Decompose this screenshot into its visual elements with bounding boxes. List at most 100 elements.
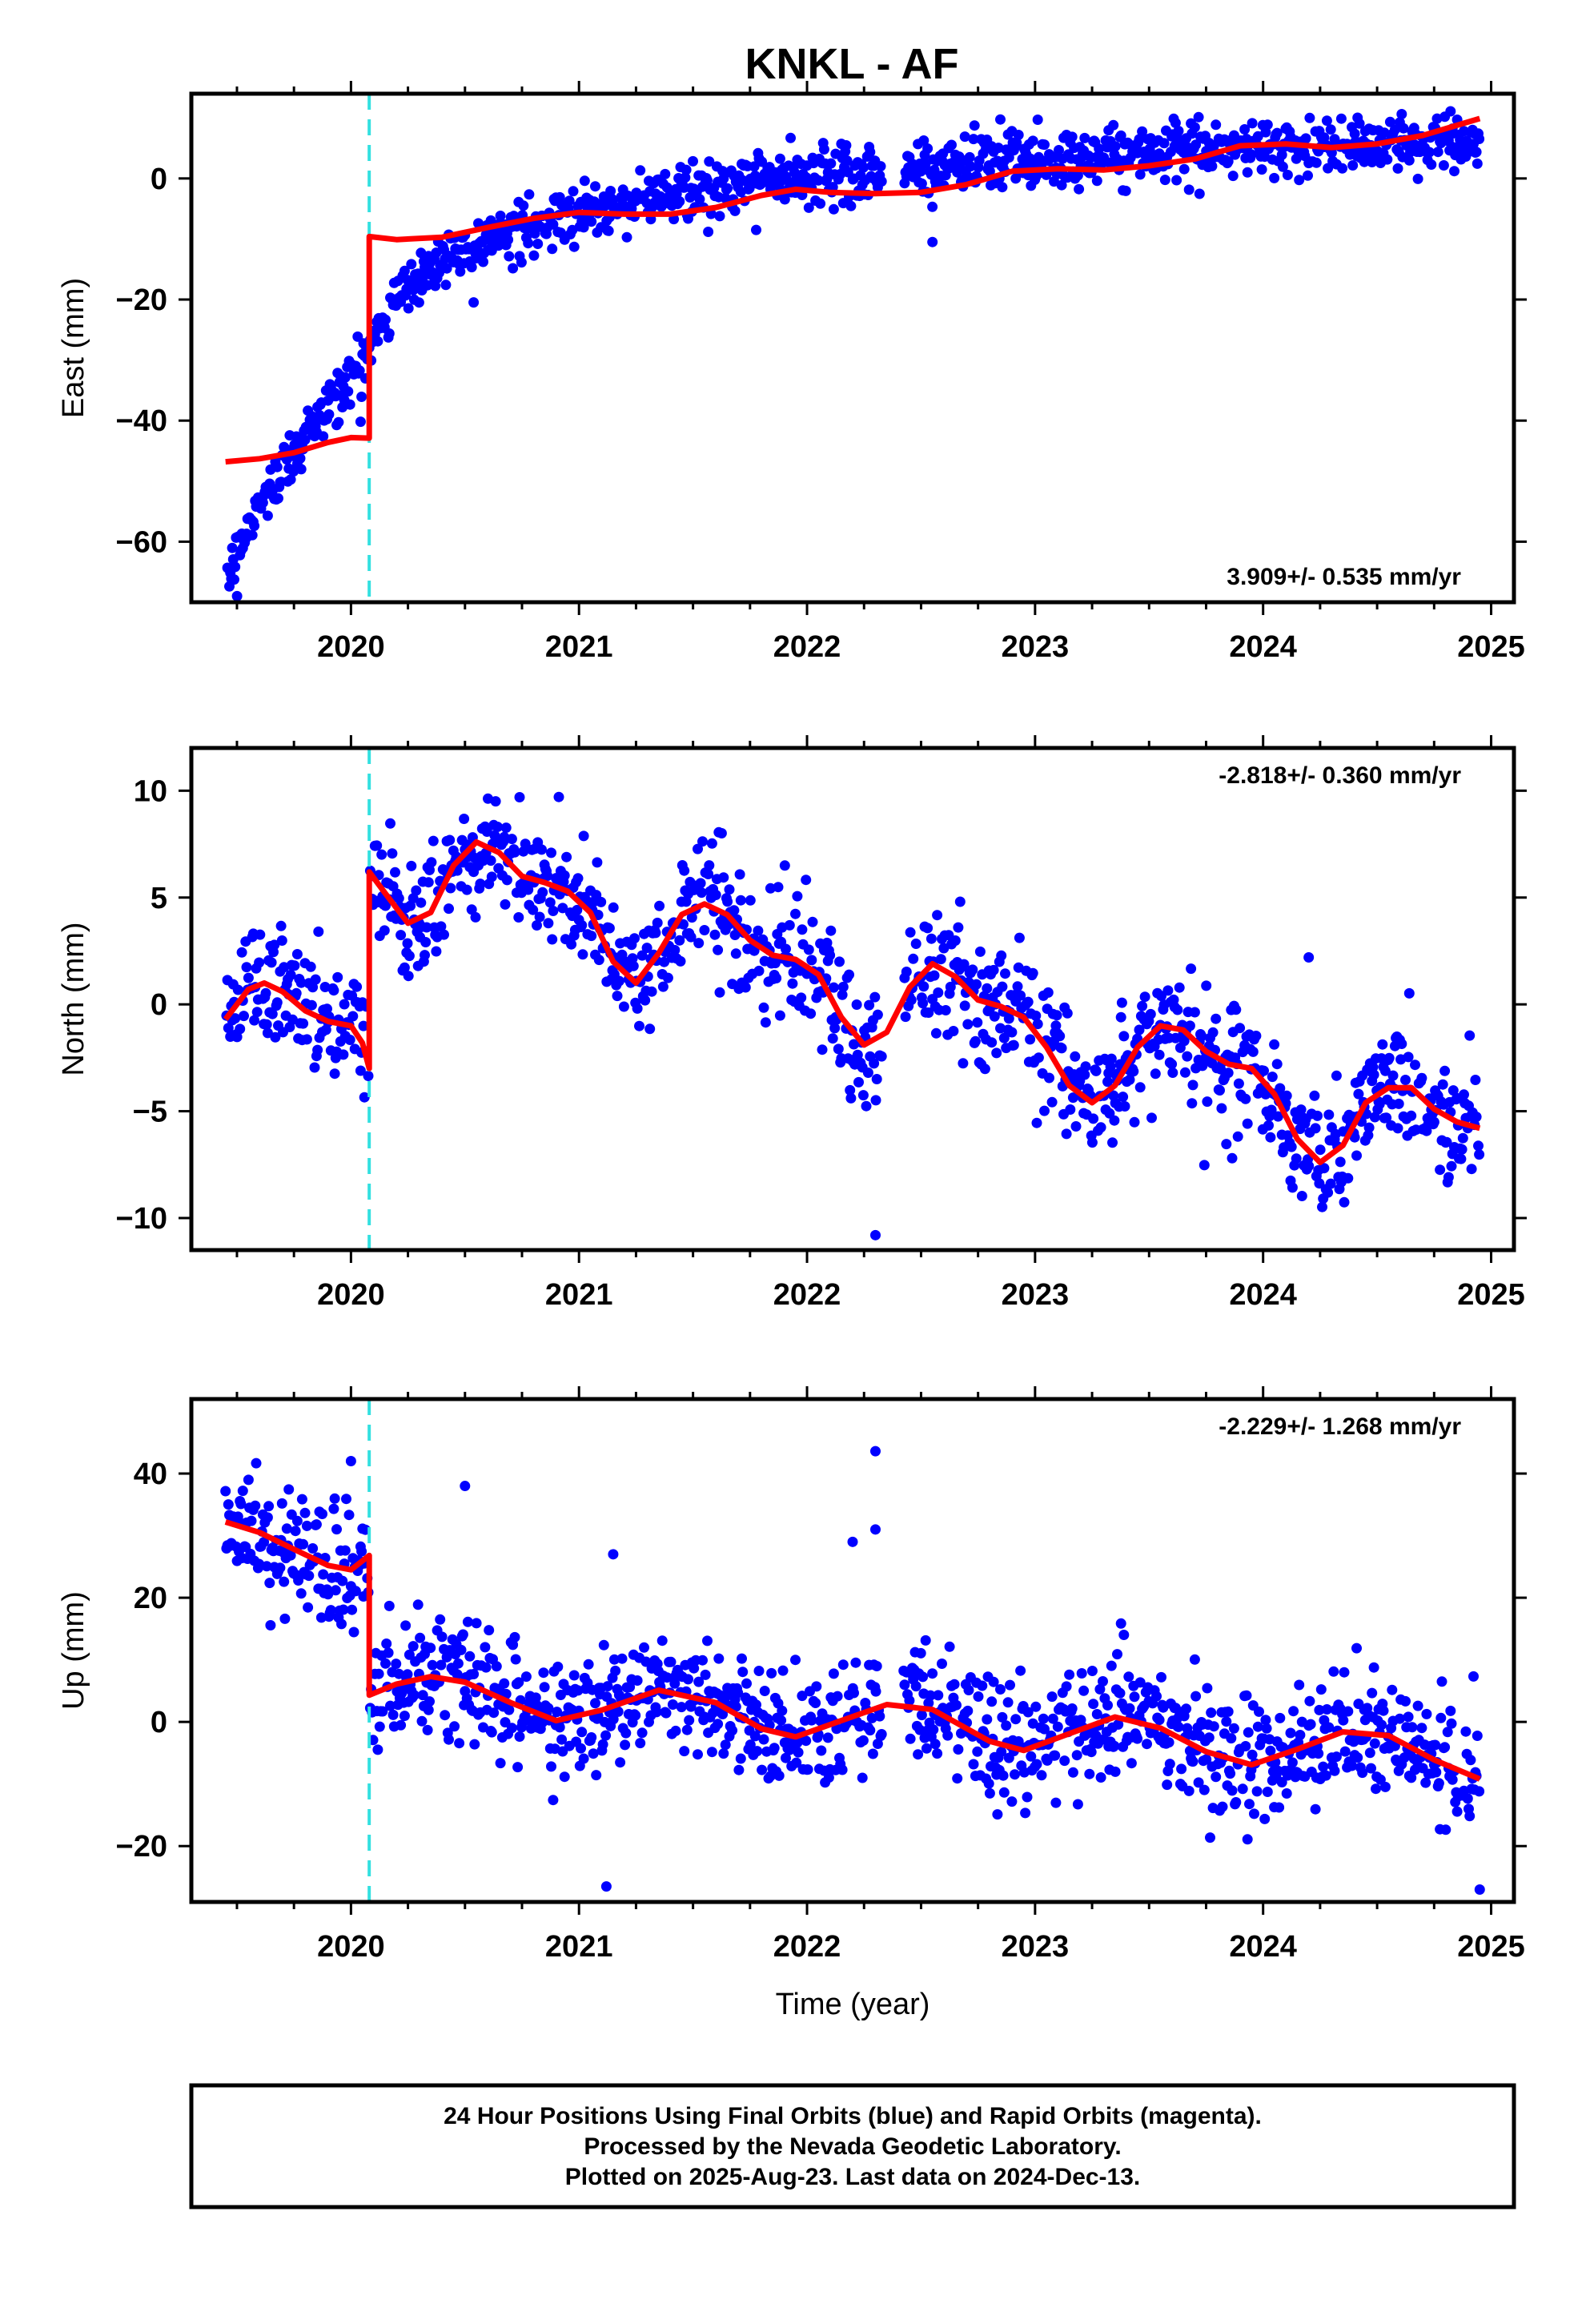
y-axis-label: Up (mm) <box>57 1591 90 1710</box>
data-point <box>298 1538 309 1550</box>
data-point <box>1042 987 1054 998</box>
data-point <box>1066 131 1078 143</box>
data-point <box>1145 1008 1156 1019</box>
data-point <box>255 929 266 940</box>
data-point <box>1335 1156 1346 1168</box>
data-point <box>1182 1051 1193 1062</box>
data-point <box>235 1498 247 1510</box>
data-point <box>938 1703 949 1714</box>
data-point <box>311 1519 322 1530</box>
data-point <box>686 912 697 923</box>
data-point <box>1271 1059 1283 1070</box>
data-point <box>243 972 254 983</box>
data-point <box>417 272 428 283</box>
data-point <box>408 1690 420 1701</box>
data-point <box>385 1700 395 1711</box>
data-point <box>706 1747 717 1758</box>
data-point <box>1066 1703 1078 1714</box>
data-point <box>644 1023 656 1035</box>
data-point <box>733 1764 745 1775</box>
data-point <box>932 1748 943 1759</box>
data-point <box>1328 1666 1339 1677</box>
data-point <box>610 1665 621 1676</box>
data-point <box>1343 1172 1354 1184</box>
data-point <box>857 1772 868 1783</box>
data-point <box>1015 990 1026 1001</box>
data-point <box>813 175 824 186</box>
data-point <box>1046 1691 1058 1703</box>
data-point <box>1304 1695 1315 1707</box>
data-point <box>260 987 271 999</box>
data-point <box>520 838 531 850</box>
data-point <box>1231 1797 1242 1807</box>
data-point <box>475 879 486 890</box>
data-point <box>1189 1654 1200 1665</box>
data-point <box>1158 138 1170 149</box>
data-point <box>1440 1824 1451 1835</box>
data-point <box>697 1655 708 1666</box>
data-point <box>313 926 324 937</box>
data-point <box>261 1561 272 1572</box>
data-point <box>845 200 857 211</box>
data-point <box>1065 1104 1076 1115</box>
data-point <box>552 1707 563 1718</box>
data-point <box>275 1562 286 1574</box>
footer-line-2: Processed by the Nevada Geodetic Laborat… <box>584 2133 1121 2160</box>
data-point <box>729 205 741 216</box>
data-point <box>412 1599 424 1610</box>
data-point <box>1095 1122 1106 1133</box>
data-point <box>1178 163 1190 175</box>
data-point <box>1187 1080 1199 1091</box>
data-point <box>424 1696 435 1707</box>
data-point <box>1044 1072 1054 1084</box>
data-point <box>445 883 456 894</box>
data-point <box>1032 115 1043 125</box>
plot-frame <box>189 91 1516 605</box>
data-point <box>411 885 422 896</box>
data-point <box>997 981 1008 992</box>
data-point <box>834 956 845 967</box>
data-point <box>406 860 417 871</box>
data-point <box>828 203 839 215</box>
velocity-rate-label: -2.229+/- 1.268 mm/yr <box>1219 1413 1461 1440</box>
data-point <box>810 1698 821 1708</box>
data-point <box>486 1727 497 1738</box>
data-point <box>1061 1681 1072 1692</box>
data-point <box>1445 1705 1456 1716</box>
data-point <box>359 1092 370 1103</box>
data-point <box>680 172 691 183</box>
data-point <box>354 365 365 376</box>
data-point <box>832 1691 843 1702</box>
data-point <box>1115 130 1126 141</box>
data-point <box>1150 1068 1161 1080</box>
data-point <box>236 947 247 958</box>
data-point <box>1006 1796 1018 1807</box>
y-tick-label: 5 <box>151 882 167 915</box>
data-point <box>1067 1092 1078 1104</box>
data-point <box>289 960 300 971</box>
y-tick-label: 40 <box>134 1458 167 1491</box>
data-point <box>1174 982 1185 993</box>
data-point <box>1259 1813 1271 1824</box>
data-point <box>554 191 565 203</box>
data-point <box>1129 1691 1140 1703</box>
data-point <box>652 917 663 928</box>
data-point <box>650 927 661 939</box>
data-point <box>1183 1785 1195 1796</box>
data-point <box>295 464 307 475</box>
data-point <box>355 1065 366 1076</box>
data-point <box>1428 1116 1439 1128</box>
data-point <box>720 1739 731 1751</box>
data-point <box>801 1735 812 1747</box>
chart-panels: 2020 2021 2022 2023 2024 2025 −60 −40 −20 0 East (… <box>57 81 1527 2021</box>
data-point <box>699 925 710 935</box>
data-point <box>516 257 527 268</box>
data-point <box>462 1616 473 1627</box>
data-point <box>1433 1778 1444 1789</box>
data-point <box>1303 1160 1315 1172</box>
data-point <box>946 139 957 151</box>
data-point <box>559 870 570 881</box>
data-point <box>938 943 950 954</box>
data-point <box>1059 1755 1070 1767</box>
data-point <box>1335 113 1347 124</box>
